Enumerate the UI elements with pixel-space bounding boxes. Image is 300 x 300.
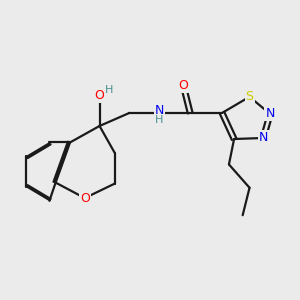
Text: N: N [154, 104, 164, 117]
Text: O: O [178, 79, 188, 92]
Text: N: N [259, 131, 268, 145]
Text: O: O [94, 89, 104, 102]
Text: S: S [245, 90, 253, 103]
Text: O: O [80, 192, 90, 205]
Text: H: H [105, 85, 113, 94]
Text: H: H [155, 116, 164, 125]
Text: N: N [266, 107, 275, 121]
